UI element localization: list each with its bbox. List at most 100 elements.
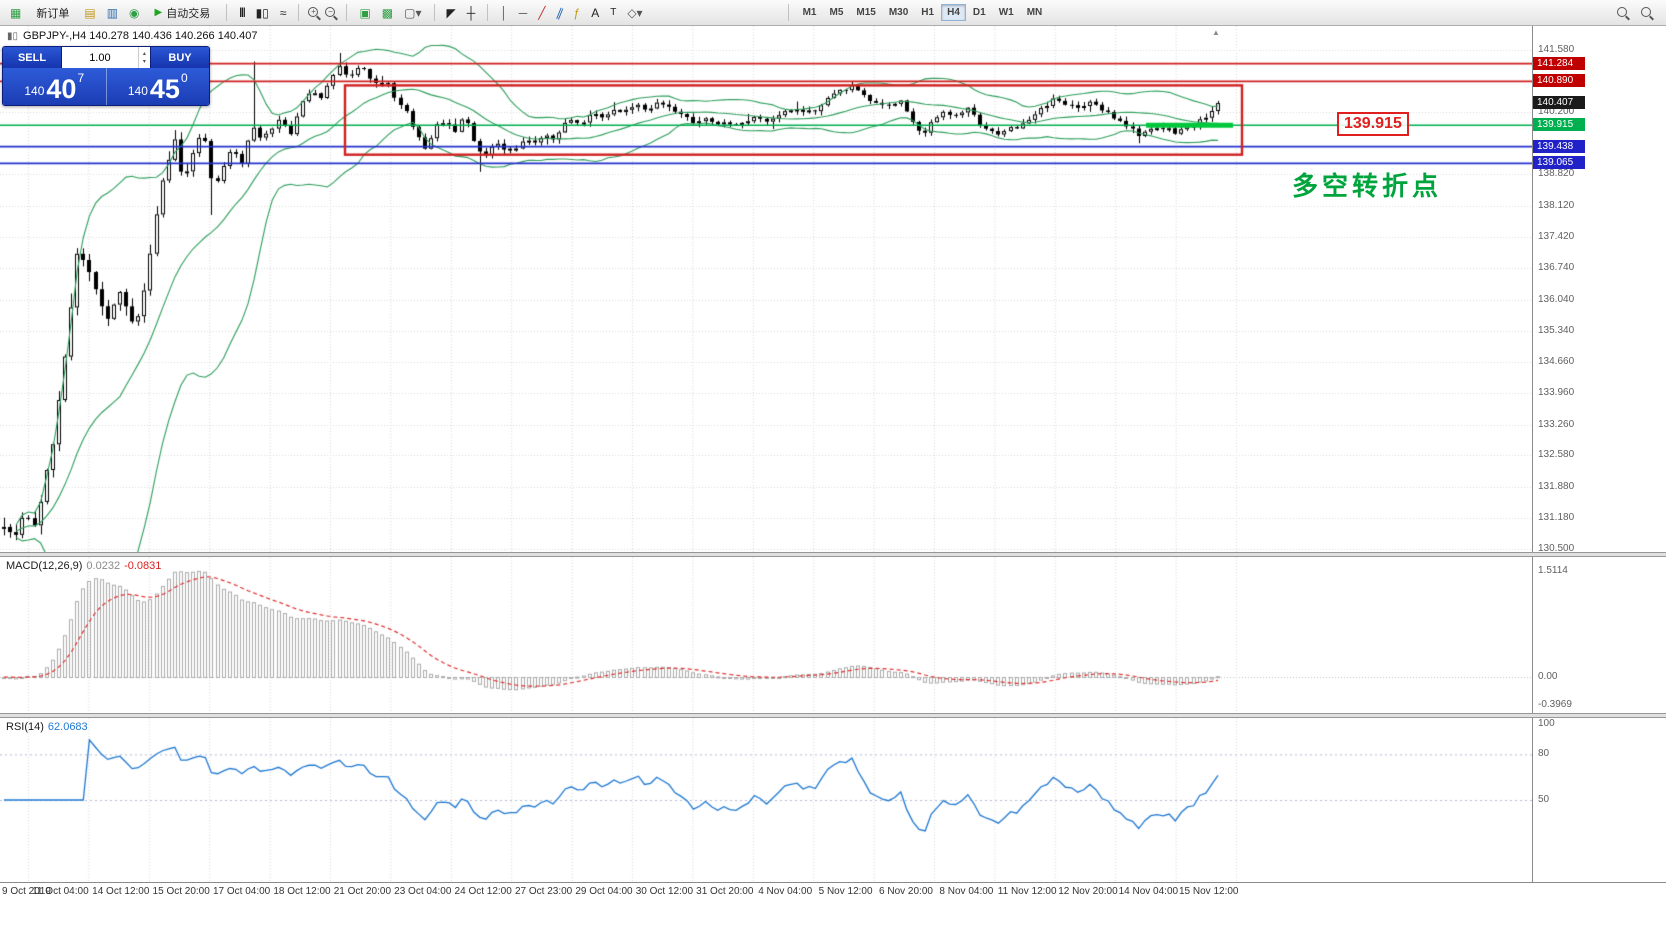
symbol-ohlc-text: GBPJPY-,H4 140.278 140.436 140.266 140.4… xyxy=(23,30,258,42)
price-level-tag[interactable]: 140.407 xyxy=(1533,96,1585,110)
toolbar-separator xyxy=(787,4,789,21)
time-axis-label: 14 Nov 04:00 xyxy=(1118,886,1179,897)
timeframe-d1-button[interactable]: D1 xyxy=(967,4,992,21)
volume-up-icon[interactable]: ▴ xyxy=(142,50,146,57)
sell-price-int: 140 xyxy=(24,84,45,98)
search-icon[interactable] xyxy=(1616,6,1630,20)
timeframe-toolbar: M1 M5 M15 M30 H1 H4 D1 W1 MN xyxy=(797,4,1049,21)
sell-price-pips: 40 xyxy=(46,74,77,104)
trendline-tool-icon[interactable]: ╱ xyxy=(538,5,546,20)
timeframe-m5-button[interactable]: M5 xyxy=(823,4,849,21)
time-axis-label: 31 Oct 20:00 xyxy=(696,886,754,897)
timeframe-m1-button[interactable]: M1 xyxy=(797,4,823,21)
timeframe-mn-button[interactable]: MN xyxy=(1021,4,1049,21)
time-axis-label: 8 Nov 04:00 xyxy=(939,886,994,897)
price-tick-label: 135.340 xyxy=(1538,325,1575,337)
macd-signal-value: -0.0831 xyxy=(124,560,162,572)
price-chart-panel: ▮▯ GBPJPY-,H4 140.278 140.436 140.266 14… xyxy=(0,26,1666,554)
chart-shift-marker[interactable]: ▲ xyxy=(1212,28,1220,37)
cascade-windows-icon[interactable]: ▩ xyxy=(381,5,394,20)
price-level-tag[interactable]: 140.890 xyxy=(1533,74,1585,88)
symbol-chart-icon: ▮▯ xyxy=(7,30,19,42)
find-lens xyxy=(1641,6,1651,17)
vertical-line-tool-icon[interactable]: │ xyxy=(500,5,508,20)
macd-canvas[interactable] xyxy=(0,557,1532,713)
time-axis-label: 9 Oct 2019 xyxy=(2,886,51,897)
timeframe-m30-button[interactable]: M30 xyxy=(883,4,914,21)
new-order-button[interactable]: 新订单 xyxy=(28,2,77,24)
price-level-tag[interactable]: 139.438 xyxy=(1533,139,1585,153)
chart-window-icon[interactable]: ▦ xyxy=(10,5,22,20)
annotation-text[interactable]: 多空转折点 xyxy=(1292,171,1443,201)
candlestick-chart-icon[interactable]: ▮▯ xyxy=(255,5,269,20)
navigator-icon[interactable]: ◉ xyxy=(129,5,140,20)
time-axis-label: 11 Oct 04:00 xyxy=(32,886,89,897)
time-axis[interactable]: 9 Oct 2019 11 Oct 04:00 14 Oct 12:00 15 Oct… xyxy=(0,882,1666,903)
sell-price-point: 7 xyxy=(77,71,85,85)
rsi-canvas[interactable] xyxy=(0,718,1532,882)
zoom-in-icon[interactable]: + xyxy=(307,6,321,20)
fibonacci-tool-icon[interactable]: ƒ xyxy=(573,5,581,20)
rsi-plot: RSI(14) 62.0683 xyxy=(0,718,1532,882)
text-tool-icon[interactable]: A xyxy=(591,5,600,20)
timeframe-m15-button[interactable]: M15 xyxy=(850,4,881,21)
time-axis-label: 5 Nov 12:00 xyxy=(818,886,873,897)
volume-down-icon[interactable]: ▾ xyxy=(142,58,146,65)
search-lens xyxy=(1617,6,1627,17)
timeframe-h4-button[interactable]: H4 xyxy=(941,4,966,21)
macd-main-value: 0.0232 xyxy=(86,560,121,572)
toolbar-separator xyxy=(433,4,435,21)
price-tick-label: 137.420 xyxy=(1538,231,1575,243)
buy-button[interactable]: BUY xyxy=(151,47,209,68)
bar-chart-icon[interactable]: ||| xyxy=(239,6,245,18)
price-divider xyxy=(105,68,107,105)
price-level-tag[interactable]: 139.065 xyxy=(1533,156,1585,170)
data-window-icon[interactable]: ▥ xyxy=(106,5,119,20)
timeframe-w1-button[interactable]: W1 xyxy=(993,4,1020,21)
zoom-out-icon[interactable]: − xyxy=(324,6,338,20)
price-plot: ▮▯ GBPJPY-,H4 140.278 140.436 140.266 14… xyxy=(0,26,1532,552)
price-tick-label: 131.880 xyxy=(1538,480,1575,492)
time-axis-label: 29 Oct 04:00 xyxy=(575,886,633,897)
top-toolbar: ▦ 新订单 ▤ ▥ ◉ ▶ 自动交易 ||| ▮▯ ≈ + − ▣ ▩ ▢▾ ◤… xyxy=(0,0,1666,26)
panel-splitter[interactable] xyxy=(0,713,1666,718)
rsi-scale-label: 80 xyxy=(1538,748,1550,760)
toolbar-separator xyxy=(346,4,348,21)
tile-windows-icon[interactable]: ▣ xyxy=(359,5,371,20)
rsi-axis[interactable]: 100 80 50 xyxy=(1532,718,1666,882)
sell-price[interactable]: 140 40 7 xyxy=(3,68,106,105)
trade-panel-header: SELL ▴ ▾ BUY xyxy=(3,47,209,68)
price-level-tag[interactable]: 139.915 xyxy=(1533,118,1585,132)
price-tick-label: 136.040 xyxy=(1538,293,1575,305)
line-chart-icon[interactable]: ≈ xyxy=(279,5,287,20)
crosshair-icon[interactable]: ┼ xyxy=(466,5,476,20)
price-axis[interactable]: 141.580 140.200 138.820 138.120 137.420 136.7… xyxy=(1532,26,1666,554)
candlestick-chart-canvas[interactable] xyxy=(0,26,1532,552)
time-axis-label: 11 Nov 12:00 xyxy=(997,886,1057,897)
volume-input[interactable] xyxy=(62,47,138,68)
timeframe-h1-button[interactable]: H1 xyxy=(915,4,940,21)
price-level-tag[interactable]: 141.284 xyxy=(1533,56,1585,70)
chevron-down-icon: ▾ xyxy=(636,5,643,20)
find-symbol-icon[interactable] xyxy=(1640,6,1654,20)
market-watch-icon[interactable]: ▤ xyxy=(84,5,96,20)
price-tick-label: 131.180 xyxy=(1538,512,1575,524)
chevron-down-icon: ▾ xyxy=(415,5,422,20)
shapes-tool-icon[interactable]: ◇▾ xyxy=(623,5,646,21)
buy-price-point: 0 xyxy=(180,71,188,85)
sell-button[interactable]: SELL xyxy=(3,47,61,68)
one-click-trading-panel: SELL ▴ ▾ BUY 140 40 7 xyxy=(2,46,210,106)
autotrading-button[interactable]: ▶ 自动交易 xyxy=(147,2,219,24)
rsi-scale-label: 100 xyxy=(1538,718,1555,729)
label-tool-icon[interactable]: T xyxy=(610,6,617,18)
channel-tool-icon[interactable]: ∥ xyxy=(554,4,565,21)
macd-axis[interactable]: 1.5114 0.00 -0.3969 xyxy=(1532,557,1666,713)
buy-price-int: 140 xyxy=(127,84,148,98)
toolbar-separator xyxy=(298,4,300,21)
cursor-icon[interactable]: ◤ xyxy=(446,5,456,20)
buy-price[interactable]: 140 45 0 xyxy=(107,68,210,105)
arrange-grid-icon[interactable]: ▢▾ xyxy=(400,5,425,21)
panel-splitter[interactable] xyxy=(0,552,1666,557)
horizontal-line-tool-icon[interactable]: ─ xyxy=(518,5,528,20)
price-callout[interactable]: 139.915 xyxy=(1337,112,1409,136)
